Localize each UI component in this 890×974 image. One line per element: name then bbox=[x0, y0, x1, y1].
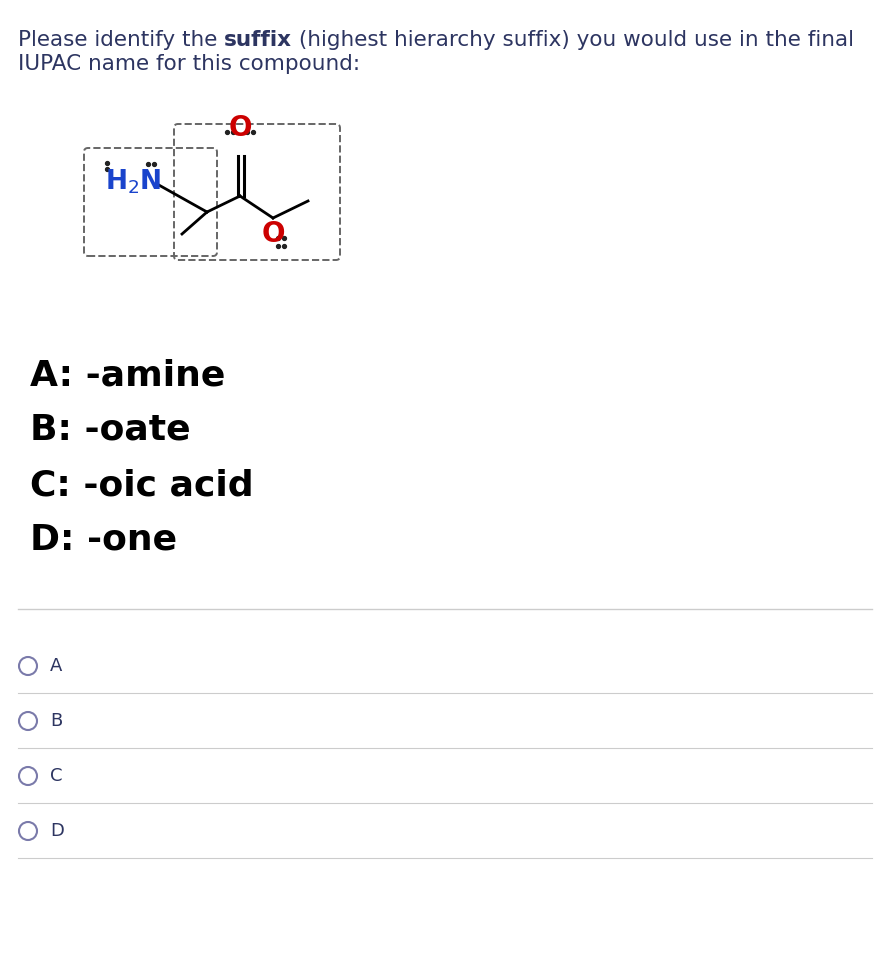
Text: D: -one: D: -one bbox=[30, 523, 177, 557]
Text: B: -oate: B: -oate bbox=[30, 413, 190, 447]
Text: B: B bbox=[50, 712, 62, 730]
Text: IUPAC name for this compound:: IUPAC name for this compound: bbox=[18, 54, 360, 74]
Text: (highest hierarchy suffix) you would use in the final: (highest hierarchy suffix) you would use… bbox=[292, 30, 854, 50]
Text: A: A bbox=[50, 657, 62, 675]
Text: suffix: suffix bbox=[224, 30, 292, 50]
Text: C: C bbox=[50, 767, 62, 785]
Text: D: D bbox=[50, 822, 64, 840]
Text: O: O bbox=[228, 114, 252, 142]
Text: A: -amine: A: -amine bbox=[30, 358, 225, 392]
Text: Please identify the: Please identify the bbox=[18, 30, 224, 50]
Text: O: O bbox=[262, 220, 285, 248]
Text: C: -oic acid: C: -oic acid bbox=[30, 468, 254, 502]
Text: H$_2$N: H$_2$N bbox=[105, 168, 161, 196]
